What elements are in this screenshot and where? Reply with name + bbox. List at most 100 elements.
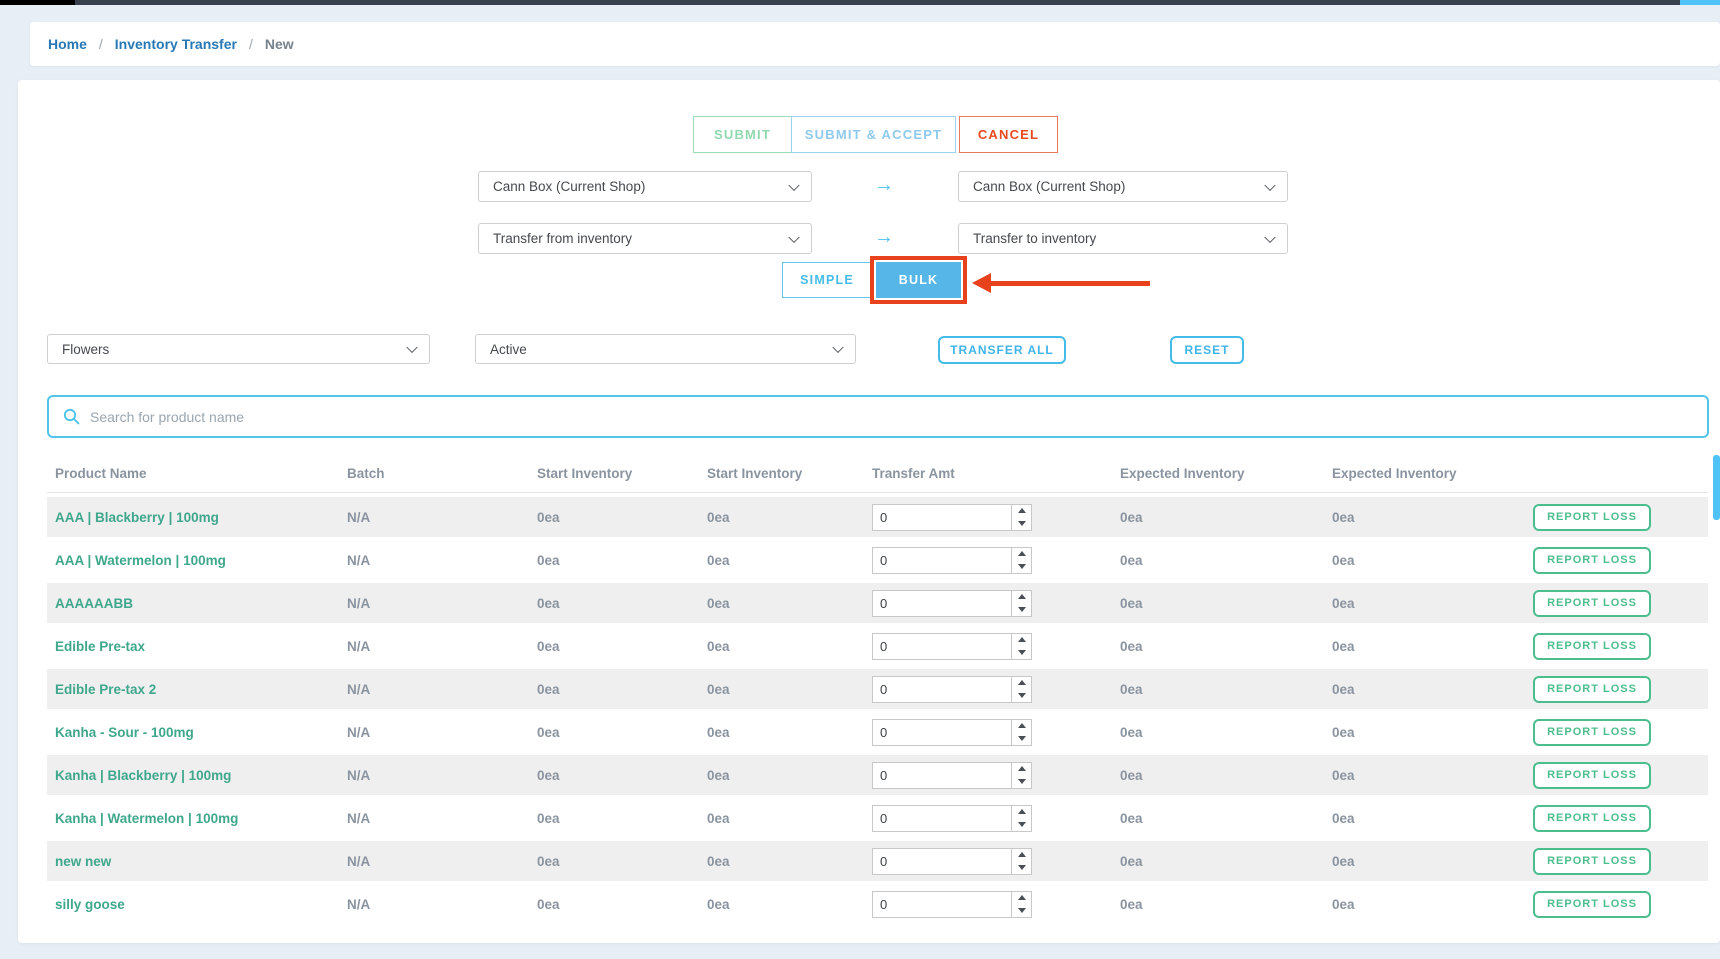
stepper-down-button[interactable] [1012,517,1031,530]
stepper-down-button[interactable] [1012,689,1031,702]
transfer-amount-input[interactable] [873,633,1011,659]
expected-inventory-2-cell: 0ea [1332,810,1355,826]
table-row: AAA | Blackberry | 100mg N/A 0ea 0ea 0ea… [47,497,1708,537]
transfer-amount-field [872,675,1032,703]
expected-inventory-1-cell: 0ea [1120,853,1143,869]
product-name-link[interactable]: silly goose [55,896,125,912]
report-loss-button[interactable]: REPORT LOSS [1533,632,1651,660]
transfer-amount-field [872,890,1032,918]
transfer-amount-input[interactable] [873,676,1011,702]
to-shop-select[interactable]: Cann Box (Current Shop) [958,171,1288,202]
report-loss-button[interactable]: REPORT LOSS [1533,675,1651,703]
start-inventory-1-cell: 0ea [537,896,560,912]
submit-and-accept-button[interactable]: SUBMIT & ACCEPT [791,116,956,153]
product-name-link[interactable]: Edible Pre-tax [55,638,146,654]
reset-button[interactable]: RESET [1170,336,1244,364]
breadcrumb-inventory-transfer-link[interactable]: Inventory Transfer [114,36,237,52]
transfer-amount-input[interactable] [873,805,1011,831]
stepper-up-button[interactable] [1012,762,1031,775]
amount-stepper [1011,891,1031,917]
transfer-amount-input[interactable] [873,719,1011,745]
transfer-amount-input[interactable] [873,590,1011,616]
amount-stepper [1011,504,1031,530]
header-expected-inventory-1: Expected Inventory [1120,465,1245,481]
to-inventory-select[interactable]: Transfer to inventory [958,223,1288,254]
stepper-down-button[interactable] [1012,818,1031,831]
triangle-up-icon [1017,680,1026,686]
transfer-form-card: SUBMIT SUBMIT & ACCEPT CANCEL Cann Box (… [18,80,1720,943]
report-loss-button[interactable]: REPORT LOSS [1533,847,1651,875]
expected-inventory-1-cell: 0ea [1120,810,1143,826]
transfer-amount-input[interactable] [873,504,1011,530]
report-loss-button[interactable]: REPORT LOSS [1533,761,1651,789]
table-row: AAAAAABB N/A 0ea 0ea 0ea 0ea REPORT LOSS [47,583,1708,623]
product-name-link[interactable]: new new [55,853,112,869]
loading-bar-progress-segment [1680,0,1720,5]
expected-inventory-2-cell: 0ea [1332,681,1355,697]
product-name-link[interactable]: AAA | Blackberry | 100mg [55,509,219,525]
amount-stepper [1011,590,1031,616]
submit-button[interactable]: SUBMIT [693,116,792,153]
product-name-link[interactable]: AAA | Watermelon | 100mg [55,552,226,568]
report-loss-button[interactable]: REPORT LOSS [1533,890,1651,918]
simple-mode-button[interactable]: SIMPLE [782,262,872,298]
stepper-up-button[interactable] [1012,848,1031,861]
from-inventory-select[interactable]: Transfer from inventory [478,223,812,254]
stepper-down-button[interactable] [1012,861,1031,874]
bulk-mode-button[interactable]: BULK [876,262,961,298]
stepper-up-button[interactable] [1012,633,1031,646]
product-name-link[interactable]: Edible Pre-tax 2 [55,681,157,697]
stepper-down-button[interactable] [1012,646,1031,659]
stepper-up-button[interactable] [1012,504,1031,517]
start-inventory-2-cell: 0ea [707,896,730,912]
stepper-down-button[interactable] [1012,775,1031,788]
transfer-all-button[interactable]: TRANSFER ALL [938,336,1066,364]
table-row: Edible Pre-tax 2 N/A 0ea 0ea 0ea 0ea REP… [47,669,1708,709]
category-filter-select[interactable]: Flowers [47,334,430,364]
search-input[interactable] [90,408,1693,425]
transfer-amount-input[interactable] [873,547,1011,573]
expected-inventory-2-cell: 0ea [1332,552,1355,568]
stepper-down-button[interactable] [1012,904,1031,917]
stepper-down-button[interactable] [1012,560,1031,573]
transfer-amount-input[interactable] [873,848,1011,874]
stepper-up-button[interactable] [1012,719,1031,732]
report-loss-button[interactable]: REPORT LOSS [1533,503,1651,531]
report-loss-button[interactable]: REPORT LOSS [1533,804,1651,832]
expected-inventory-2-cell: 0ea [1332,767,1355,783]
stepper-down-button[interactable] [1012,603,1031,616]
report-loss-button[interactable]: REPORT LOSS [1533,718,1651,746]
stepper-up-button[interactable] [1012,590,1031,603]
stepper-up-button[interactable] [1012,676,1031,689]
product-name-link[interactable]: Kanha | Blackberry | 100mg [55,767,232,783]
triangle-down-icon [1017,778,1026,784]
product-name-link[interactable]: Kanha | Watermelon | 100mg [55,810,239,826]
report-loss-button[interactable]: REPORT LOSS [1533,589,1651,617]
start-inventory-2-cell: 0ea [707,552,730,568]
start-inventory-1-cell: 0ea [537,509,560,525]
from-shop-value: Cann Box (Current Shop) [493,179,646,194]
vertical-scrollbar-thumb[interactable] [1713,455,1720,520]
stepper-up-button[interactable] [1012,891,1031,904]
stepper-up-button[interactable] [1012,547,1031,560]
from-shop-select[interactable]: Cann Box (Current Shop) [478,171,812,202]
triangle-down-icon [1017,692,1026,698]
report-loss-button[interactable]: REPORT LOSS [1533,546,1651,574]
amount-stepper [1011,762,1031,788]
chevron-down-icon [406,341,418,354]
product-name-link[interactable]: AAAAAABB [55,595,133,611]
batch-cell: N/A [347,724,371,740]
product-name-link[interactable]: Kanha - Sour - 100mg [55,724,194,740]
transfer-amount-field [872,847,1032,875]
transfer-amount-input[interactable] [873,891,1011,917]
cancel-button[interactable]: CANCEL [959,116,1058,153]
expected-inventory-1-cell: 0ea [1120,509,1143,525]
loading-bar-mid-segment [75,0,1680,5]
stepper-down-button[interactable] [1012,732,1031,745]
stepper-up-button[interactable] [1012,805,1031,818]
expected-inventory-2-cell: 0ea [1332,896,1355,912]
breadcrumb-home-link[interactable]: Home [48,36,87,52]
status-filter-select[interactable]: Active [475,334,856,364]
table-row: Kanha | Watermelon | 100mg N/A 0ea 0ea 0… [47,798,1708,838]
transfer-amount-input[interactable] [873,762,1011,788]
